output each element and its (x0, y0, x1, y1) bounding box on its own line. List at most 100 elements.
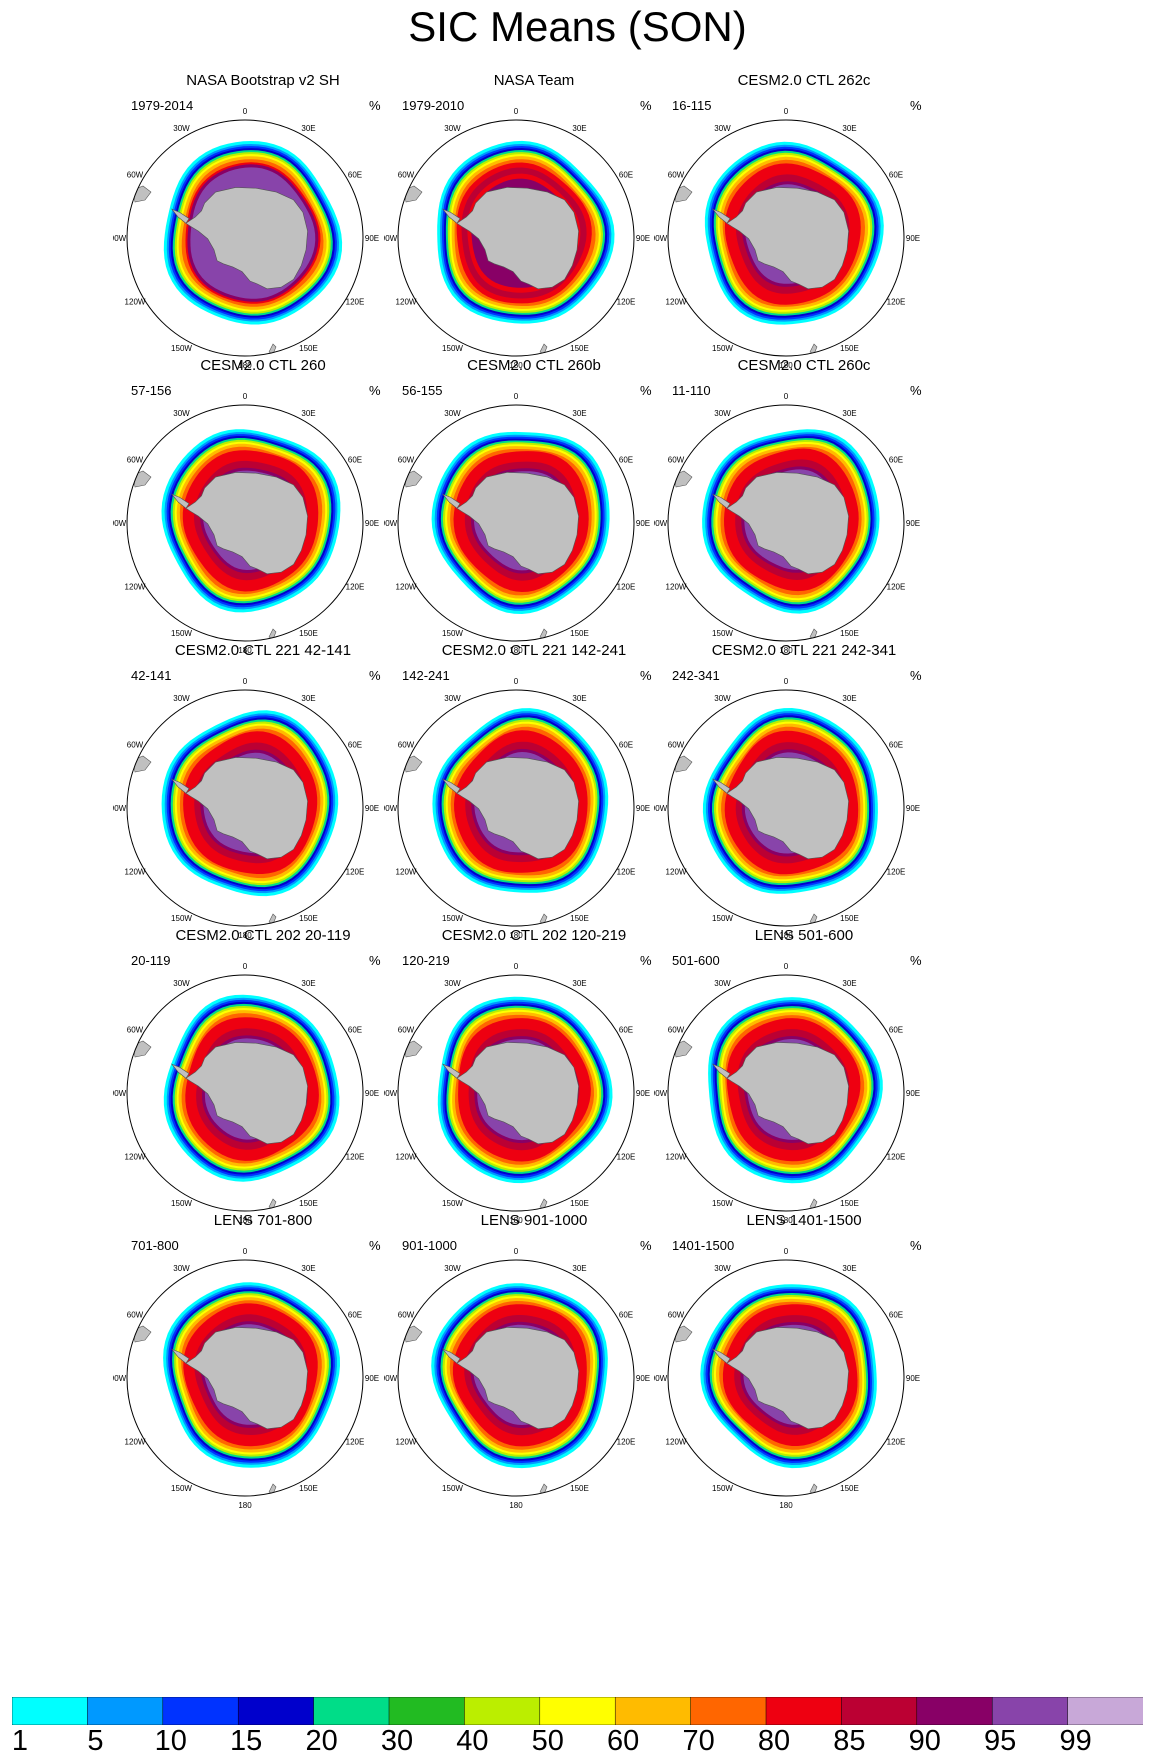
colorbar-tick-label: 1 (11, 1725, 29, 1757)
longitude-label: 60W (398, 171, 415, 180)
map-boundary (397, 1259, 635, 1497)
colorbar-tick-label: 80 (757, 1725, 791, 1757)
antarctica-landmass (170, 187, 308, 290)
longitude-label: 120W (666, 298, 687, 307)
polar-map: 0 30E 60E 90E 120E 150E 180 150W 120W 90W 60W 30W (654, 1247, 920, 1510)
longitude-label: 60E (619, 1026, 633, 1035)
antarctica-landmass (441, 1042, 579, 1145)
longitude-label: 30W (173, 1264, 190, 1273)
longitude-label: 90W (654, 519, 668, 528)
colorbar-swatch (690, 1697, 767, 1725)
panel-year-range: 56-155 (402, 383, 443, 398)
longitude-label: 60W (398, 741, 415, 750)
antarctica-landmass (711, 472, 849, 575)
map-boundary (667, 974, 905, 1212)
colorbar-tick-label: 30 (380, 1725, 414, 1757)
longitude-label: 150W (171, 1484, 192, 1493)
longitude-label: 90W (113, 234, 127, 243)
longitude-label: 120W (125, 1153, 146, 1162)
longitude-label: 180 (238, 931, 252, 940)
antarctica-landmass (170, 472, 308, 575)
longitude-label: 0 (784, 392, 789, 401)
longitude-label: 150W (712, 1199, 733, 1208)
sea-ice-field (673, 429, 880, 640)
longitude-label: 180 (509, 361, 523, 370)
longitude-label: 60E (889, 171, 903, 180)
panel-title: CESM2.0 CTL 260 (200, 357, 326, 374)
longitude-label: 150W (712, 344, 733, 353)
longitude-label: 120E (617, 868, 636, 877)
longitude-label: 60E (348, 456, 362, 465)
colorbar-tick-label: 70 (682, 1725, 715, 1757)
longitude-label: 60E (889, 1026, 903, 1035)
map-boundary (126, 119, 364, 357)
sea-ice-field (403, 996, 613, 1210)
longitude-label: 0 (243, 962, 248, 971)
longitude-label: 150E (570, 344, 589, 353)
map-boundary (667, 119, 905, 357)
polar-map: 0 30E 60E 90E 120E 150E 180 150W 120W 90W 60W 30W (654, 962, 920, 1225)
longitude-label: 150W (712, 629, 733, 638)
longitude-label: 120W (666, 1153, 687, 1162)
sea-ice-field (403, 431, 610, 640)
panel-unit: % (369, 383, 381, 398)
panel-unit: % (910, 668, 922, 683)
map-boundary (126, 689, 364, 927)
longitude-label: 150W (171, 1199, 192, 1208)
panel-unit: % (369, 1238, 381, 1253)
longitude-label: 30E (301, 409, 315, 418)
colorbar-swatch (539, 1697, 616, 1725)
longitude-label: 180 (238, 1501, 252, 1510)
panel-year-range: 57-156 (131, 383, 172, 398)
map-panel: LENS 701-800 701-800% 0 30E 60E 90E 120E 150E 18… (113, 1212, 413, 1512)
longitude-label: 150E (840, 914, 859, 923)
colorbar-tick-label: 90 (908, 1725, 941, 1757)
longitude-label: 150E (299, 1484, 318, 1493)
longitude-label: 60E (619, 741, 633, 750)
longitude-label: 60E (348, 171, 362, 180)
sea-ice-field (132, 710, 339, 925)
map-panel: CESM2.0 CTL 221 142-241 142-241% 0 30E 60E 90… (384, 642, 684, 942)
longitude-label: 30E (572, 979, 586, 988)
panel-title: LENS 701-800 (213, 1212, 313, 1229)
longitude-label: 90E (365, 804, 379, 813)
antarctica-landmass (170, 1327, 308, 1430)
panel-unit: % (369, 98, 381, 113)
longitude-label: 30W (173, 694, 190, 703)
longitude-label: 30W (444, 979, 461, 988)
longitude-label: 180 (238, 1216, 252, 1225)
polar-map: 0 30E 60E 90E 120E 150E 180 150W 120W 90W 60W 30W (113, 392, 379, 655)
sea-ice-field (673, 1284, 877, 1495)
longitude-label: 150E (570, 1484, 589, 1493)
longitude-label: 60E (348, 1311, 362, 1320)
longitude-label: 180 (779, 1501, 793, 1510)
polar-map: 0 30E 60E 90E 120E 150E 180 150W 120W 90W 60W 30W (384, 392, 650, 655)
longitude-label: 60E (348, 1026, 362, 1035)
longitude-label: 90E (636, 234, 650, 243)
map-panel: NASA Bootstrap v2 SH 1979-2014% 0 30E 60E 90E… (113, 72, 413, 372)
panel-year-range: 11-110 (672, 383, 711, 398)
longitude-label: 150W (442, 1199, 463, 1208)
longitude-label: 0 (514, 677, 519, 686)
antarctica-landmass (711, 1042, 849, 1145)
map-panel: LENS 1401-1500 1401-1500% 0 30E 60E 90E 120E 15… (654, 1212, 954, 1512)
longitude-label: 60W (127, 456, 144, 465)
longitude-label: 150W (171, 629, 192, 638)
longitude-label: 30W (714, 409, 731, 418)
colorbar-tick-label: 60 (607, 1725, 640, 1757)
longitude-label: 30E (842, 979, 856, 988)
longitude-label: 30W (173, 124, 190, 133)
longitude-label: 60W (668, 1311, 685, 1320)
longitude-label: 90W (654, 1374, 668, 1383)
panel-title: NASA Team (493, 72, 575, 89)
map-panel: CESM2.0 CTL 202 20-119 20-119% 0 30E 60E 90E 1… (113, 927, 413, 1227)
panel-title: CESM2.0 CTL 202 120-219 (441, 927, 627, 944)
longitude-label: 90W (113, 804, 127, 813)
panel-year-range: 42-141 (131, 668, 172, 683)
panel-year-range: 501-600 (672, 953, 720, 968)
panel-title: NASA Bootstrap v2 SH (186, 72, 340, 89)
sea-ice-field (132, 429, 341, 640)
sea-ice-field (673, 141, 884, 355)
longitude-label: 120W (125, 298, 146, 307)
longitude-label: 60W (668, 171, 685, 180)
